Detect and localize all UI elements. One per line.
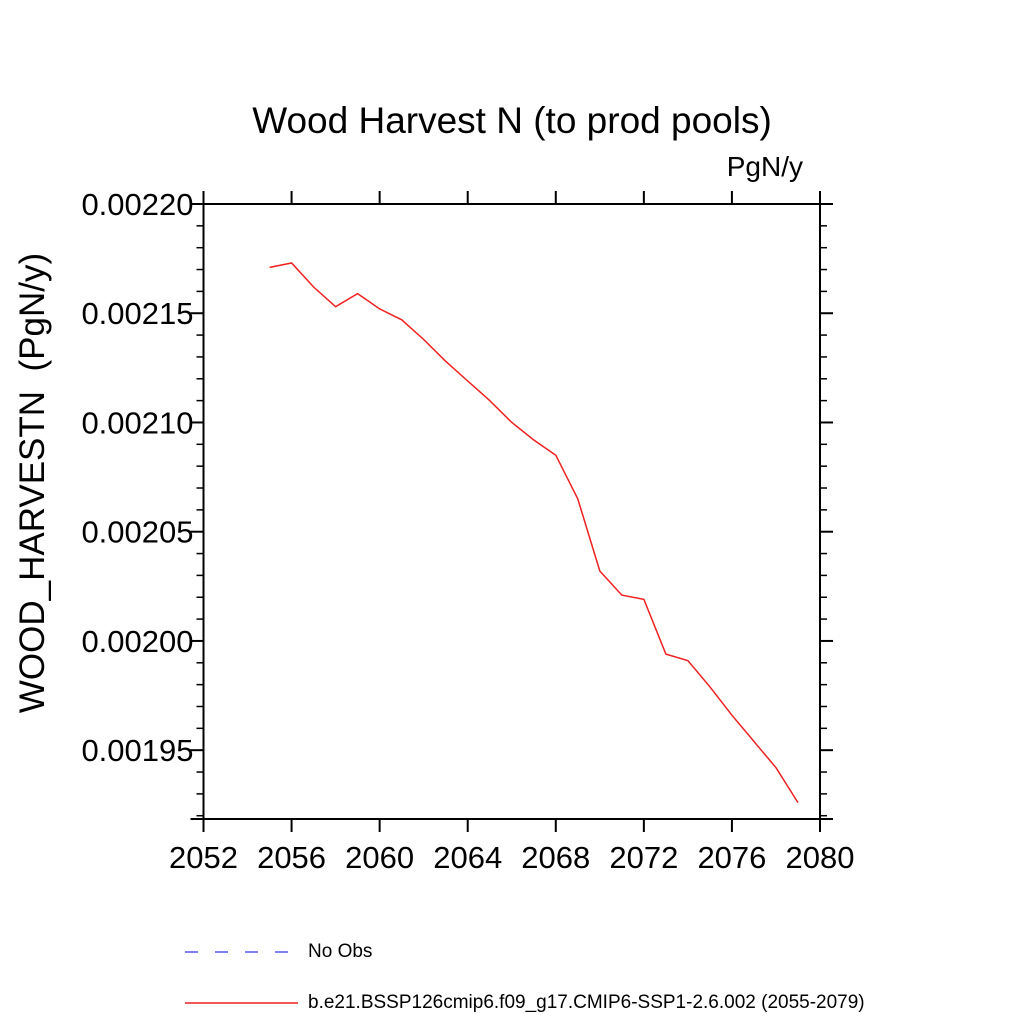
x-tick-label: 2068 (521, 840, 590, 875)
y-tick-label: 0.00200 (81, 624, 193, 659)
x-tick-label: 2052 (169, 840, 238, 875)
x-tick-label: 2064 (433, 840, 502, 875)
y-tick-label: 0.00220 (81, 187, 193, 222)
y-tick-label: 0.00205 (81, 515, 193, 550)
x-tick-label: 2080 (786, 840, 855, 875)
x-tick-label: 2060 (345, 840, 414, 875)
y-axis-ticks (190, 203, 833, 752)
y-tick-label: 0.00195 (81, 733, 193, 768)
legend-label-no-obs: No Obs (308, 941, 373, 962)
x-tick-label: 2072 (609, 840, 678, 875)
x-axis-ticks (202, 191, 821, 832)
x-tick-label: 2056 (257, 840, 326, 875)
x-axis-tick-labels: 2052 2056 2060 2064 2068 2072 2076 2080 (169, 840, 854, 875)
unit-label: PgN/y (726, 151, 803, 182)
y-tick-label: 0.00210 (81, 405, 193, 440)
chart-title: Wood Harvest N (to prod pools) (252, 100, 772, 141)
legend-label-model-run: b.e21.BSSP126cmip6.f09_g17.CMIP6-SSP1-2.… (308, 992, 865, 1013)
y-axis-tick-labels: 0.00195 0.00200 0.00205 0.00210 0.00215 0.002… (81, 187, 193, 768)
series-line (269, 262, 799, 803)
x-tick-label: 2076 (697, 840, 766, 875)
plot-frame (190, 191, 833, 832)
y-axis-minor-ticks (196, 225, 827, 817)
y-tick-label: 0.00215 (81, 296, 193, 331)
